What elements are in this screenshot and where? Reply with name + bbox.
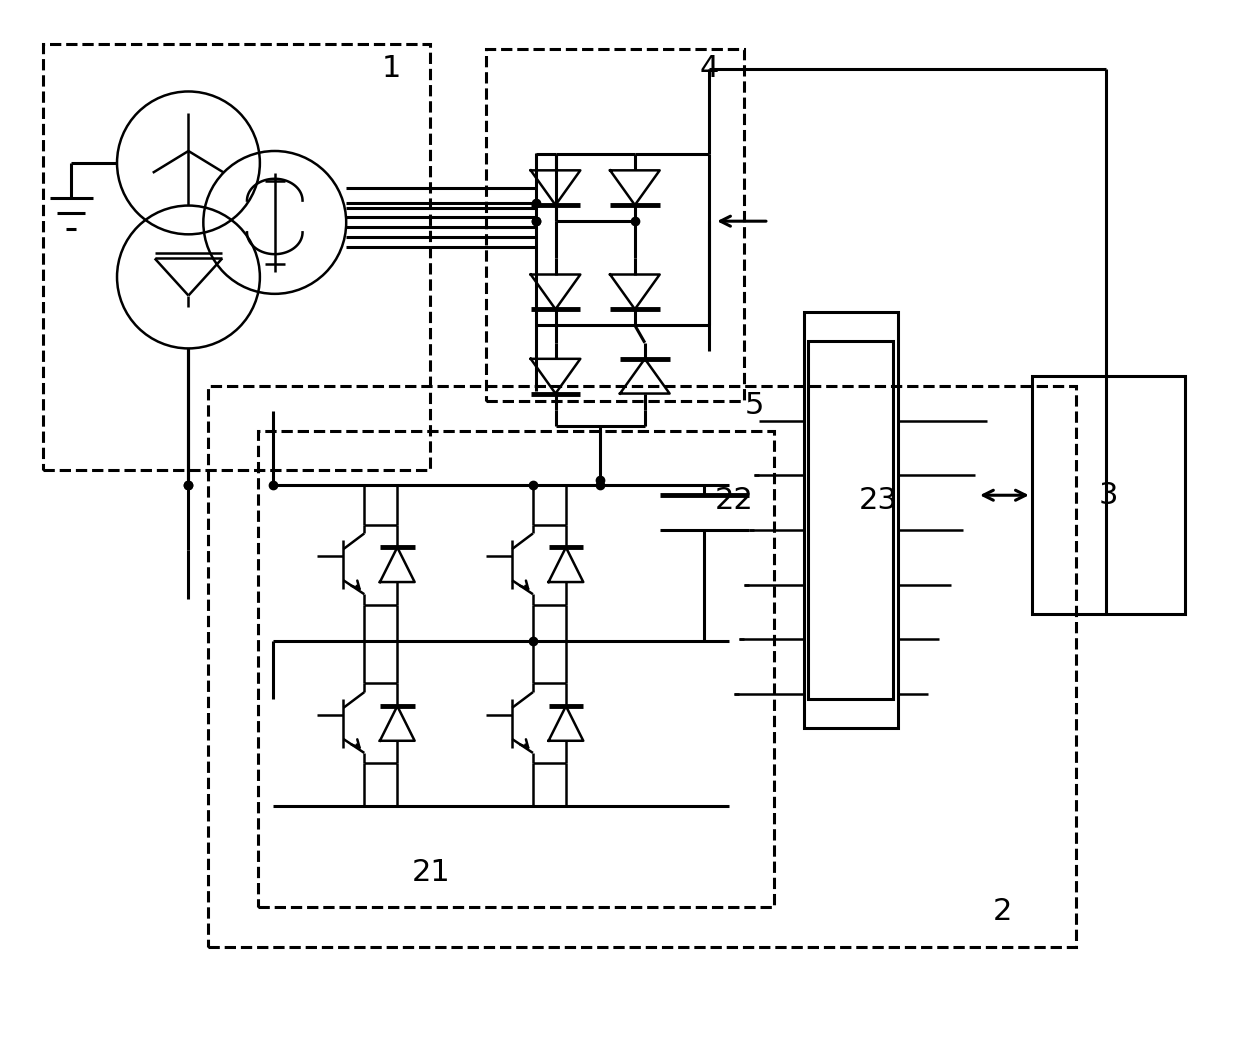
Text: 5: 5 <box>744 392 764 420</box>
Text: 22: 22 <box>714 486 754 514</box>
Text: 1: 1 <box>382 55 402 83</box>
Text: 4: 4 <box>699 55 719 83</box>
Bar <box>486 48 744 401</box>
Text: 2: 2 <box>992 898 1012 926</box>
Bar <box>1032 376 1185 614</box>
Text: 3: 3 <box>1099 481 1117 509</box>
Text: 23: 23 <box>858 486 898 514</box>
Text: 21: 21 <box>412 858 451 886</box>
Bar <box>804 312 898 729</box>
Bar <box>258 430 774 907</box>
Bar <box>808 341 893 698</box>
Bar <box>42 44 429 470</box>
Bar <box>208 386 1076 947</box>
